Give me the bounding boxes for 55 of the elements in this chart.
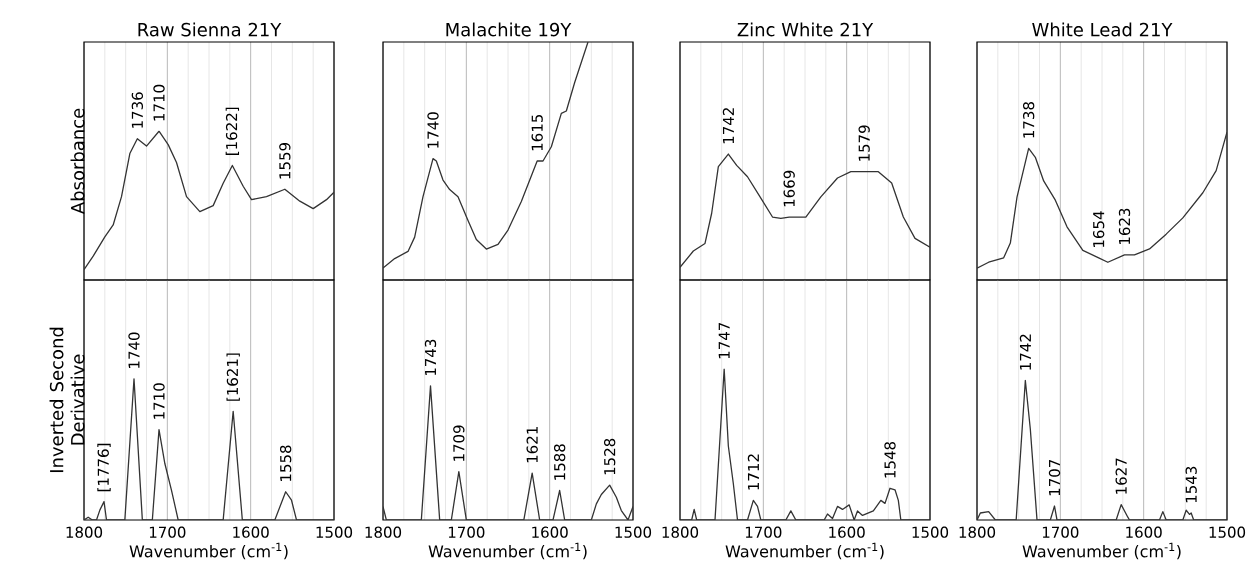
annotation: [1776]: [97, 443, 111, 492]
x-tick-label: 1700: [149, 526, 186, 538]
annotation: 1712: [747, 454, 759, 490]
chart-title: Zinc White 21Y: [737, 22, 874, 37]
x-tick-label: 1800: [662, 526, 699, 538]
annotation: 1654: [1092, 211, 1105, 247]
annotation: 1710: [153, 383, 165, 419]
x-axis-title: Wavenumber (cm$^{-1}$): [129, 542, 288, 560]
annotation: [1621]: [226, 353, 240, 401]
annotation: 1528: [604, 438, 616, 475]
annotation: 1742: [1019, 334, 1031, 370]
annotation: 1747: [718, 322, 730, 359]
x-axis-title: Wavenumber (cm$^{-1}$): [428, 542, 587, 560]
y-axis-title: Inverted Second Derivative: [49, 327, 85, 473]
chart-title: White Lead 21Y: [1032, 22, 1173, 37]
x-tick-label: 1600: [532, 526, 568, 538]
annotation: 1707: [1048, 459, 1061, 496]
annotation: 1588: [554, 444, 566, 480]
annotation: 1558: [280, 445, 292, 481]
annotation: 1738: [1022, 102, 1035, 138]
x-axis-title: Wavenumber (cm$^{-1}$): [1022, 542, 1181, 560]
annotation: 1559: [279, 142, 291, 179]
annotation: 1543: [1185, 466, 1197, 503]
annotation: [1622]: [225, 107, 240, 155]
x-tick-label: 1500: [1209, 526, 1246, 538]
annotation: 1615: [531, 114, 543, 151]
annotation: 1736: [131, 92, 144, 128]
x-tick-label: 1800: [365, 526, 402, 538]
x-tick-label: 1500: [912, 526, 949, 538]
x-tick-label: 1800: [66, 526, 103, 538]
y-axis-title: Absorbance: [70, 108, 85, 215]
x-tick-label: 1500: [615, 526, 652, 538]
x-tick-label: 1800: [959, 526, 996, 538]
x-tick-label: 1600: [233, 526, 269, 538]
annotation: 1742: [722, 108, 734, 144]
annotation: 1740: [427, 112, 439, 148]
annotation: 1710: [153, 84, 165, 121]
chart-title: Malachite 19Y: [446, 22, 572, 37]
x-tick-label: 1600: [1126, 526, 1162, 538]
annotation: 1740: [128, 332, 140, 368]
x-tick-label: 1600: [829, 526, 865, 538]
annotation: 1627: [1115, 458, 1127, 494]
x-tick-label: 1500: [316, 526, 353, 538]
x-tick-label: 1700: [745, 526, 782, 538]
x-tick-label: 1700: [448, 526, 485, 538]
annotation: 1623: [1118, 208, 1131, 245]
annotation: 1709: [453, 425, 465, 461]
annotation: 1743: [424, 339, 437, 376]
x-tick-label: 1700: [1042, 526, 1079, 538]
annotation: 1548: [884, 441, 896, 478]
chart-title: Raw Sienna 21Y: [138, 22, 282, 37]
annotation: 1579: [858, 125, 870, 161]
annotation: 1621: [526, 427, 538, 463]
annotation: 1669: [783, 170, 795, 207]
x-axis-title: Wavenumber (cm$^{-1}$): [725, 542, 884, 560]
